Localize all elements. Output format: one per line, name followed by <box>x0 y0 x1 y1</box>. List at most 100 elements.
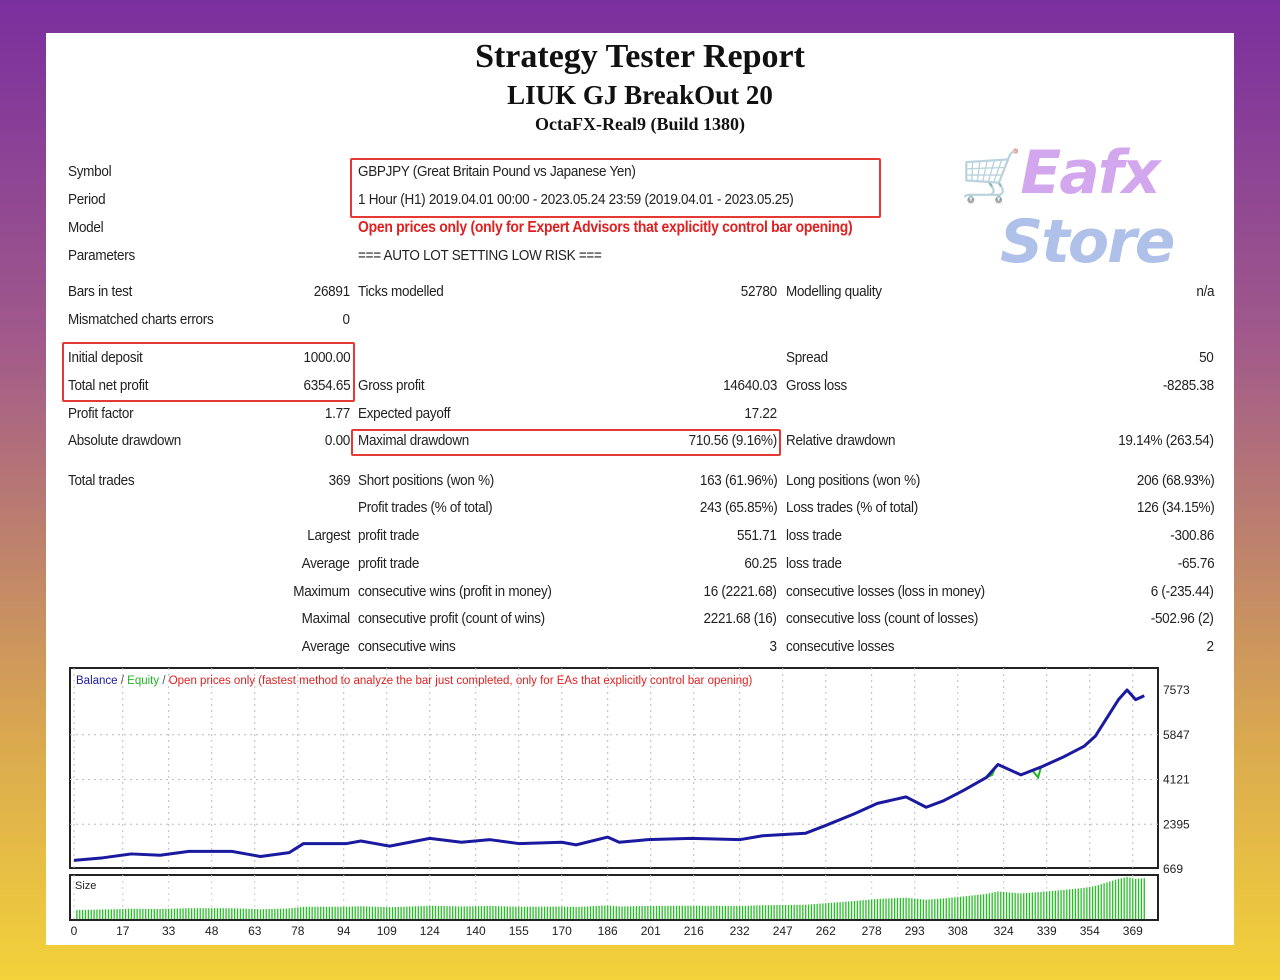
stat-value-a: Maximum <box>293 584 351 600</box>
x-tick-label: 339 <box>1037 924 1057 938</box>
y-tick-label: 669 <box>1163 862 1183 876</box>
x-tick-label: 124 <box>420 924 440 938</box>
stat-label-b: consecutive wins <box>358 639 456 655</box>
parameters-label: Parameters <box>68 248 135 264</box>
x-tick-label: 109 <box>377 924 397 938</box>
stat-label-b: Gross profit <box>358 378 425 394</box>
x-tick-label: 94 <box>337 924 351 938</box>
stat-label-b: Profit trades (% of total) <box>358 500 493 516</box>
equity-line <box>1031 766 1042 780</box>
stat-label-b: profit trade <box>358 556 420 572</box>
stat-value-a: 1000.00 <box>303 350 350 366</box>
balance-line <box>73 688 1145 862</box>
stat-value-a: 26891 <box>313 284 350 300</box>
x-tick-label: 354 <box>1080 924 1100 938</box>
y-tick-label: 4121 <box>1163 773 1190 787</box>
stat-value-b: 163 (61.96%) <box>699 473 777 489</box>
x-tick-label: 0 <box>71 924 78 938</box>
legend-separator: / <box>118 675 128 687</box>
x-tick-label: 78 <box>291 924 305 938</box>
x-tick-label: 170 <box>552 924 572 938</box>
stat-label-c: loss trade <box>786 556 842 572</box>
server-build: OctaFX-Real9 (Build 1380) <box>535 114 745 134</box>
x-tick-label: 308 <box>948 924 968 938</box>
stat-value-c: 6 (-235.44) <box>1151 584 1214 600</box>
stat-value-a: 6354.65 <box>303 378 350 394</box>
stat-value-a: 0 <box>342 312 350 328</box>
model-label: Model <box>68 220 104 236</box>
stat-value-b: 14640.03 <box>722 378 777 394</box>
x-tick-label: 48 <box>205 924 219 938</box>
main-plot-frame <box>69 667 1159 869</box>
stat-label-b: Expected payoff <box>358 406 451 422</box>
stat-label-b: consecutive profit (count of wins) <box>358 611 545 627</box>
stat-value-c: n/a <box>1196 284 1214 300</box>
stat-label-c: consecutive loss (count of losses) <box>786 611 979 627</box>
stat-value-b: 710.56 (9.16%) <box>688 433 778 449</box>
stat-label-a: Total net profit <box>68 378 149 394</box>
stat-label-b: Ticks modelled <box>358 284 444 300</box>
period-label: Period <box>68 192 106 208</box>
legend-balance: Balance <box>76 675 118 687</box>
stat-value-a: 1.77 <box>324 406 350 422</box>
stat-value-c: 206 (68.93%) <box>1136 473 1214 489</box>
x-tick-label: 63 <box>248 924 262 938</box>
stat-value-a: Average <box>301 639 350 655</box>
x-tick-label: 369 <box>1123 924 1143 938</box>
stat-value-b: 60.25 <box>744 556 778 572</box>
symbol-label: Symbol <box>68 164 112 180</box>
model-value: Open prices only (only for Expert Adviso… <box>358 219 853 236</box>
stat-value-c: -502.96 (2) <box>1151 611 1214 627</box>
stat-value-a: 0.00 <box>324 433 350 449</box>
stat-label-c: Spread <box>786 350 828 366</box>
stat-value-b: 2221.68 (16) <box>703 611 777 627</box>
x-tick-label: 293 <box>905 924 925 938</box>
stat-value-b: 16 (2221.68) <box>703 584 777 600</box>
stat-label-c: loss trade <box>786 528 842 544</box>
x-tick-label: 17 <box>116 924 130 938</box>
stat-label-c: consecutive losses (loss in money) <box>786 584 985 600</box>
x-tick-label: 247 <box>773 924 793 938</box>
size-label: Size <box>75 880 96 892</box>
x-tick-label: 186 <box>598 924 618 938</box>
x-tick-label: 324 <box>994 924 1014 938</box>
stat-value-b: 551.71 <box>737 528 777 544</box>
x-tick-label: 155 <box>509 924 529 938</box>
stat-value-a: Largest <box>306 528 350 544</box>
stat-label-a: Absolute drawdown <box>68 433 181 449</box>
stat-label-c: consecutive losses <box>786 639 895 655</box>
stat-value-c: -8285.38 <box>1162 378 1214 394</box>
stat-label-a: Total trades <box>68 473 135 489</box>
stat-value-c: 19.14% (263.54) <box>1118 433 1214 449</box>
period-value: 1 Hour (H1) 2019.04.01 00:00 - 2023.05.2… <box>358 192 794 208</box>
report-title: Strategy Tester Report <box>475 38 805 75</box>
symbol-value: GBPJPY (Great Britain Pound vs Japanese … <box>358 164 636 180</box>
stat-value-c: 50 <box>1199 350 1215 366</box>
x-tick-label: 201 <box>641 924 661 938</box>
x-tick-label: 33 <box>162 924 176 938</box>
stat-value-c: -300.86 <box>1170 528 1214 544</box>
watermark-text-2: Store <box>1000 207 1175 277</box>
stat-label-a: Bars in test <box>68 284 133 300</box>
stat-label-b: profit trade <box>358 528 420 544</box>
x-tick-label: 262 <box>816 924 836 938</box>
stat-value-a: Average <box>301 556 350 572</box>
highlight-symbol-period <box>350 158 881 218</box>
stat-value-b: 17.22 <box>744 406 778 422</box>
chart-legend: Balance / Equity / Open prices only (fas… <box>76 675 752 687</box>
stat-label-c: Long positions (won %) <box>786 473 921 489</box>
y-tick-label: 7573 <box>1163 683 1190 697</box>
legend-model-note: Open prices only (fastest method to anal… <box>169 675 753 687</box>
x-tick-label: 278 <box>862 924 882 938</box>
y-tick-label: 2395 <box>1163 817 1190 831</box>
watermark-text-1: Eafx <box>1020 138 1160 208</box>
parameters-value: === AUTO LOT SETTING LOW RISK === <box>358 248 602 264</box>
stat-label-c: Gross loss <box>786 378 847 394</box>
stat-value-b: 3 <box>769 639 777 655</box>
stat-value-b: 243 (65.85%) <box>699 500 777 516</box>
cart-icon: 🛒 <box>960 147 1022 205</box>
y-tick-label: 5847 <box>1163 728 1190 742</box>
stat-label-c: Relative drawdown <box>786 433 896 449</box>
stat-label-a: Profit factor <box>68 406 134 422</box>
